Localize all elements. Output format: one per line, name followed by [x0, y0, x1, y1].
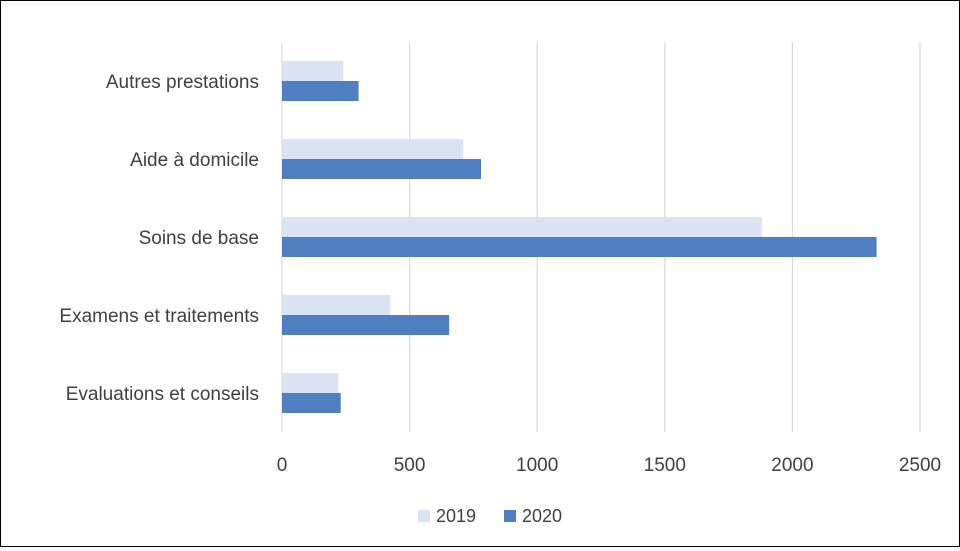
category-labels: Evaluations et conseils Examens et traite…: [59, 72, 259, 405]
x-tick-label-2000: 2000: [771, 455, 813, 476]
category-label-examens-et-traitements: Examens et traitements: [59, 306, 259, 327]
bar-2019-aide-a-domicile: [282, 139, 463, 159]
x-tick-label-1500: 1500: [644, 455, 686, 476]
bar-2020-soins-de-base: [282, 237, 877, 257]
legend: 2019 2020: [418, 506, 562, 526]
x-tick-labels: 0 500 1000 1500 2000 2500: [277, 455, 941, 476]
category-label-aide-a-domicile: Aide à domicile: [130, 150, 259, 171]
category-label-evaluations-et-conseils: Evaluations et conseils: [66, 384, 259, 405]
bar-2020-aide-a-domicile: [282, 159, 481, 179]
legend-swatch-2020: [504, 510, 516, 522]
category-label-autres-prestations: Autres prestations: [106, 72, 259, 93]
x-tick-label-1000: 1000: [516, 455, 558, 476]
bar-2019-examens-et-traitements: [282, 295, 390, 315]
x-tick-label-500: 500: [394, 455, 426, 476]
legend-swatch-2019: [418, 510, 430, 522]
bar-2020-evaluations-et-conseils: [282, 393, 341, 413]
x-tick-label-2500: 2500: [899, 455, 941, 476]
bar-2020-autres-prestations: [282, 81, 359, 101]
bar-2019-soins-de-base: [282, 217, 762, 237]
legend-label-2020: 2020: [522, 506, 562, 526]
legend-label-2019: 2019: [436, 506, 476, 526]
x-tick-label-0: 0: [277, 455, 288, 476]
bar-2019-evaluations-et-conseils: [282, 373, 338, 393]
category-label-soins-de-base: Soins de base: [139, 228, 259, 249]
bar-2019-autres-prestations: [282, 61, 343, 81]
bar-2020-examens-et-traitements: [282, 315, 449, 335]
bars: [282, 61, 877, 413]
